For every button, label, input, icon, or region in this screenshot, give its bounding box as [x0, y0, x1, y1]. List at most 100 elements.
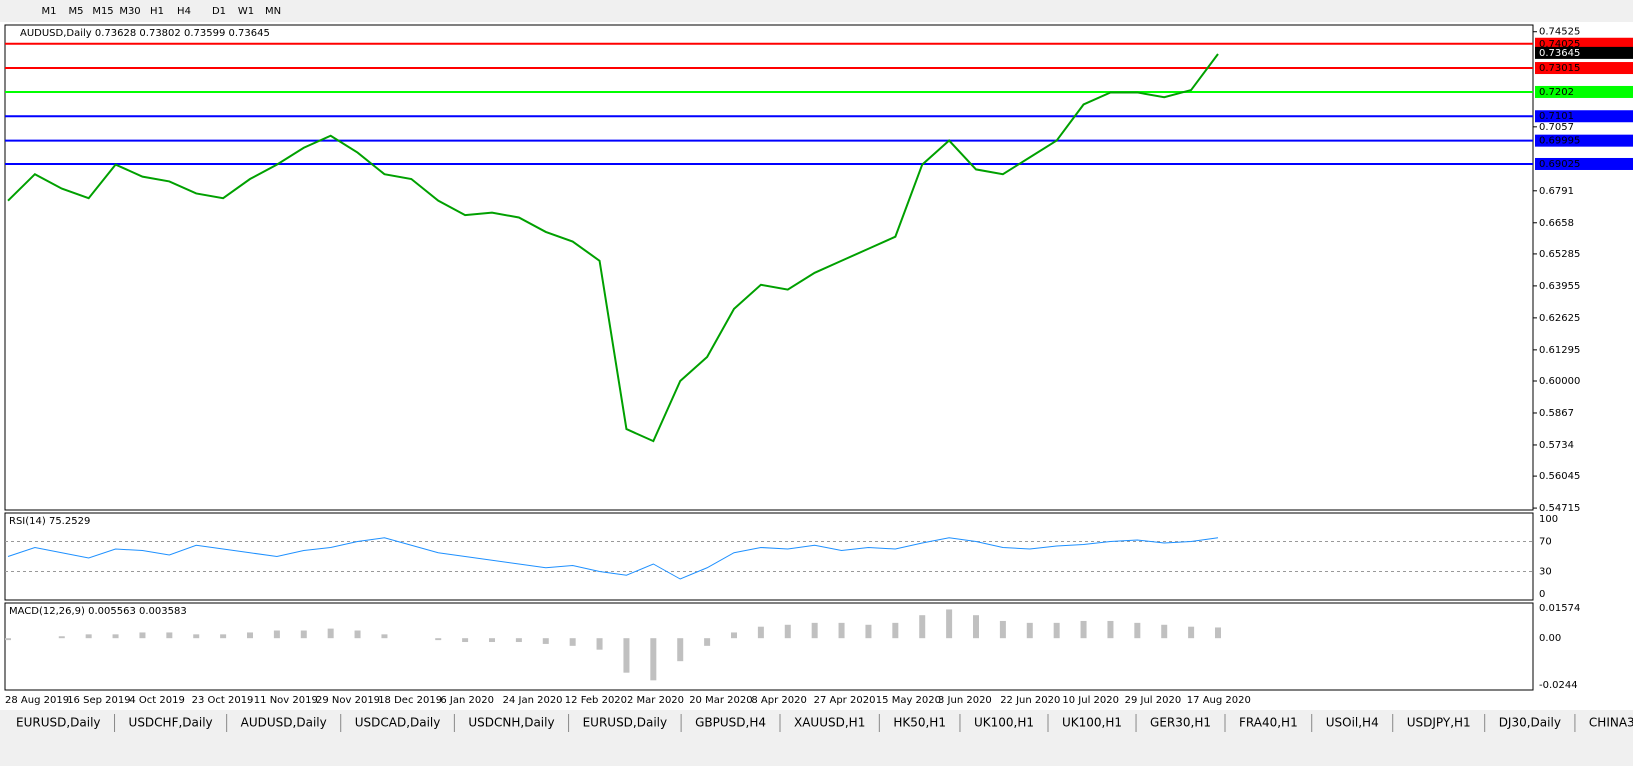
level-label: 0.7202 — [1539, 87, 1574, 98]
symbol-tab[interactable]: FRA40,H1 — [1239, 716, 1298, 730]
y-tick-label: 0.65285 — [1539, 249, 1580, 260]
timeframe-button[interactable]: H4 — [177, 6, 191, 17]
x-tick-label: 27 Apr 2020 — [814, 695, 876, 706]
macd-bar — [247, 632, 253, 639]
level-label: 0.73015 — [1539, 63, 1580, 74]
macd-bar — [542, 638, 549, 644]
macd-bar — [5, 638, 11, 641]
level-tag — [1535, 134, 1633, 147]
level-tag — [1535, 110, 1633, 123]
timeframe-button[interactable]: M15 — [92, 6, 113, 17]
level-tag — [1535, 85, 1633, 98]
timeframe-button[interactable]: MN — [265, 6, 281, 17]
macd-bar — [650, 638, 657, 681]
symbol-tab[interactable]: GBPUSD,H4 — [695, 716, 766, 730]
timeframe-button[interactable]: H1 — [150, 6, 164, 17]
timeframe-button[interactable]: M30 — [119, 6, 140, 17]
y-tick-label: 0.6658 — [1539, 218, 1574, 229]
symbol-tab[interactable]: AUDUSD,Daily — [241, 716, 327, 730]
symbol-tab[interactable]: EURUSD,Daily — [583, 716, 668, 730]
macd-bar — [838, 622, 845, 639]
macd-tick-label: 0.01574 — [1539, 603, 1580, 614]
macd-label: MACD(12,26,9) 0.005563 0.003583 — [9, 606, 187, 617]
symbol-tab[interactable]: CHINA300,H1 — [1589, 716, 1633, 730]
level-tag — [1535, 37, 1633, 50]
toolbar — [0, 0, 1633, 22]
macd-bar — [865, 624, 872, 639]
price-tag — [1535, 46, 1633, 59]
main-panel — [4, 24, 1534, 511]
symbol-tab[interactable]: UK100,H1 — [1062, 716, 1122, 730]
x-tick-label: 12 Feb 2020 — [565, 695, 627, 706]
symbol-tab[interactable]: XAUUSD,H1 — [794, 716, 865, 730]
macd-bar — [973, 615, 979, 639]
x-tick-label: 8 Apr 2020 — [751, 695, 806, 706]
symbol-tab[interactable]: USDCAD,Daily — [355, 716, 441, 730]
y-tick-label: 0.6791 — [1539, 186, 1574, 197]
rsi-tick-label: 70 — [1539, 537, 1552, 548]
macd-bar — [220, 634, 227, 639]
x-tick-label: 4 Oct 2019 — [129, 695, 184, 706]
macd-tick-label: 0.00 — [1539, 633, 1561, 644]
x-tick-label: 22 Jun 2020 — [1000, 695, 1060, 706]
macd-bar — [623, 638, 630, 673]
y-tick-label: 0.74525 — [1539, 27, 1580, 38]
y-tick-label: 0.60000 — [1539, 376, 1580, 387]
timeframe-button[interactable]: D1 — [212, 6, 226, 17]
symbol-tab[interactable]: HK50,H1 — [893, 716, 946, 730]
macd-bar — [1026, 622, 1033, 639]
macd-bar — [300, 630, 307, 639]
x-tick-label: 10 Jul 2020 — [1062, 695, 1119, 706]
symbol-tab[interactable]: GER30,H1 — [1150, 716, 1211, 730]
x-tick-label: 23 Oct 2019 — [192, 695, 254, 706]
x-tick-label: 24 Jan 2020 — [503, 695, 563, 706]
rsi-panel — [4, 512, 1534, 601]
macd-bar — [1161, 624, 1168, 639]
rsi-label: RSI(14) 75.2529 — [9, 516, 90, 527]
price-line — [7, 53, 1219, 443]
y-tick-label: 0.62625 — [1539, 313, 1580, 324]
x-tick-label: 17 Aug 2020 — [1187, 695, 1251, 706]
level-label: 0.7101 — [1539, 111, 1574, 122]
macd-bar — [892, 622, 899, 639]
y-tick-label: 0.7057 — [1539, 122, 1574, 133]
timeframe-button[interactable]: M5 — [69, 6, 84, 17]
symbol-tab[interactable]: DJ30,Daily — [1499, 716, 1561, 730]
x-tick-label: 18 Dec 2019 — [378, 695, 442, 706]
macd-bar — [677, 638, 684, 662]
symbol-tab[interactable]: UK100,H1 — [974, 716, 1034, 730]
level-label: 0.74025 — [1539, 39, 1580, 50]
x-tick-label: 20 Mar 2020 — [689, 695, 752, 706]
macd-bar — [784, 624, 791, 639]
rsi-tick-label: 30 — [1539, 567, 1552, 578]
macd-bar — [1188, 626, 1195, 639]
macd-bar — [85, 634, 92, 639]
symbol-tab[interactable]: EURUSD,Daily — [16, 716, 101, 730]
y-tick-label: 0.5734 — [1539, 440, 1574, 451]
level-label: 0.69995 — [1539, 136, 1580, 147]
tab-bar — [0, 710, 1633, 766]
timeframe-button[interactable]: M1 — [42, 6, 57, 17]
chart-header: AUDUSD,Daily 0.73628 0.73802 0.73599 0.7… — [20, 28, 270, 39]
x-tick-label: 15 May 2020 — [876, 695, 941, 706]
y-tick-label: 0.5867 — [1539, 408, 1574, 419]
symbol-tab[interactable]: USDJPY,H1 — [1407, 716, 1471, 730]
rsi-line — [7, 537, 1219, 580]
macd-bar — [999, 620, 1006, 639]
macd-bar — [381, 634, 388, 639]
macd-bar — [757, 626, 764, 639]
symbol-tab[interactable]: USOil,H4 — [1326, 716, 1379, 730]
x-tick-label: 11 Nov 2019 — [254, 695, 318, 706]
macd-bar — [1053, 622, 1060, 639]
macd-bar — [112, 634, 119, 639]
macd-bar — [193, 634, 200, 639]
timeframe-button[interactable]: W1 — [238, 6, 254, 17]
symbol-tab[interactable]: USDCNH,Daily — [468, 716, 554, 730]
x-tick-label: 16 Sep 2019 — [67, 695, 130, 706]
macd-bar — [327, 628, 334, 639]
macd-bar — [515, 638, 522, 643]
y-tick-label: 0.54715 — [1539, 503, 1580, 514]
symbol-tab[interactable]: USDCHF,Daily — [129, 716, 213, 730]
macd-bar — [166, 632, 173, 639]
